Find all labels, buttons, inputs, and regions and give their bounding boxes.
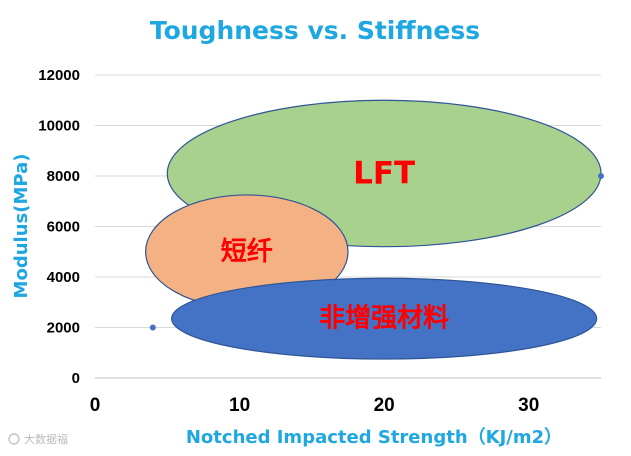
watermark-text: 大数据福 bbox=[24, 432, 68, 446]
y-tick-label: 8000 bbox=[47, 168, 80, 185]
region-label: 非增强材料 bbox=[319, 303, 449, 334]
y-tick-label: 10000 bbox=[38, 118, 80, 135]
y-tick-labels: 0 2000 4000 6000 8000 10000 12000 bbox=[38, 67, 80, 387]
region-label: LFT bbox=[353, 155, 415, 191]
y-axis-title: Modulus(MPa) bbox=[11, 154, 32, 299]
x-tick-labels: 0 10 20 30 bbox=[90, 395, 540, 416]
x-tick-label: 30 bbox=[518, 395, 539, 416]
y-tick-label: 6000 bbox=[47, 219, 80, 236]
x-tick-label: 20 bbox=[374, 395, 395, 416]
data-points bbox=[149, 173, 604, 331]
x-tick-label: 0 bbox=[90, 395, 101, 416]
chart-title: Toughness vs. Stiffness bbox=[150, 16, 480, 45]
region-ellipse bbox=[171, 277, 598, 360]
y-tick-label: 0 bbox=[72, 370, 80, 387]
watermark: 大数据福 bbox=[8, 432, 68, 446]
x-axis-title: Notched Impacted Strength（KJ/m2） bbox=[186, 427, 562, 448]
y-tick-label: 4000 bbox=[47, 269, 80, 286]
x-tick-label: 10 bbox=[229, 395, 250, 416]
watermark-logo-icon bbox=[8, 433, 20, 445]
data-point bbox=[598, 173, 604, 179]
y-tick-label: 2000 bbox=[47, 320, 80, 337]
data-point bbox=[149, 324, 156, 331]
y-tick-label: 12000 bbox=[38, 67, 80, 84]
region-label: 短纤 bbox=[221, 237, 273, 267]
